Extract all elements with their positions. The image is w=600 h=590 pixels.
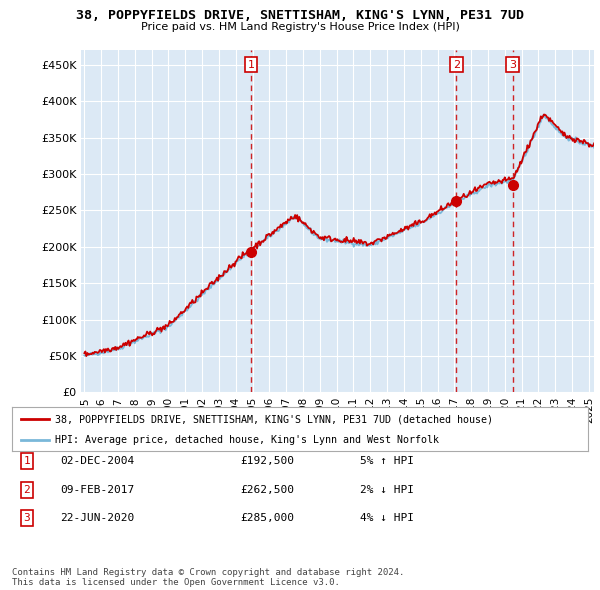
Text: 2: 2 (23, 485, 31, 494)
Text: 38, POPPYFIELDS DRIVE, SNETTISHAM, KING'S LYNN, PE31 7UD: 38, POPPYFIELDS DRIVE, SNETTISHAM, KING'… (76, 9, 524, 22)
Text: £285,000: £285,000 (240, 513, 294, 523)
Text: 4% ↓ HPI: 4% ↓ HPI (360, 513, 414, 523)
Text: 38, POPPYFIELDS DRIVE, SNETTISHAM, KING'S LYNN, PE31 7UD (detached house): 38, POPPYFIELDS DRIVE, SNETTISHAM, KING'… (55, 415, 493, 424)
Text: HPI: Average price, detached house, King's Lynn and West Norfolk: HPI: Average price, detached house, King… (55, 435, 439, 445)
Text: 3: 3 (509, 60, 516, 70)
Text: 3: 3 (23, 513, 31, 523)
Text: 5% ↑ HPI: 5% ↑ HPI (360, 457, 414, 466)
Text: 2% ↓ HPI: 2% ↓ HPI (360, 485, 414, 494)
Text: 09-FEB-2017: 09-FEB-2017 (60, 485, 134, 494)
Text: 22-JUN-2020: 22-JUN-2020 (60, 513, 134, 523)
Text: Price paid vs. HM Land Registry's House Price Index (HPI): Price paid vs. HM Land Registry's House … (140, 22, 460, 32)
Text: Contains HM Land Registry data © Crown copyright and database right 2024.
This d: Contains HM Land Registry data © Crown c… (12, 568, 404, 587)
Text: 02-DEC-2004: 02-DEC-2004 (60, 457, 134, 466)
Text: 1: 1 (23, 457, 31, 466)
Text: 2: 2 (452, 60, 460, 70)
Text: £262,500: £262,500 (240, 485, 294, 494)
Text: £192,500: £192,500 (240, 457, 294, 466)
Text: 1: 1 (248, 60, 255, 70)
